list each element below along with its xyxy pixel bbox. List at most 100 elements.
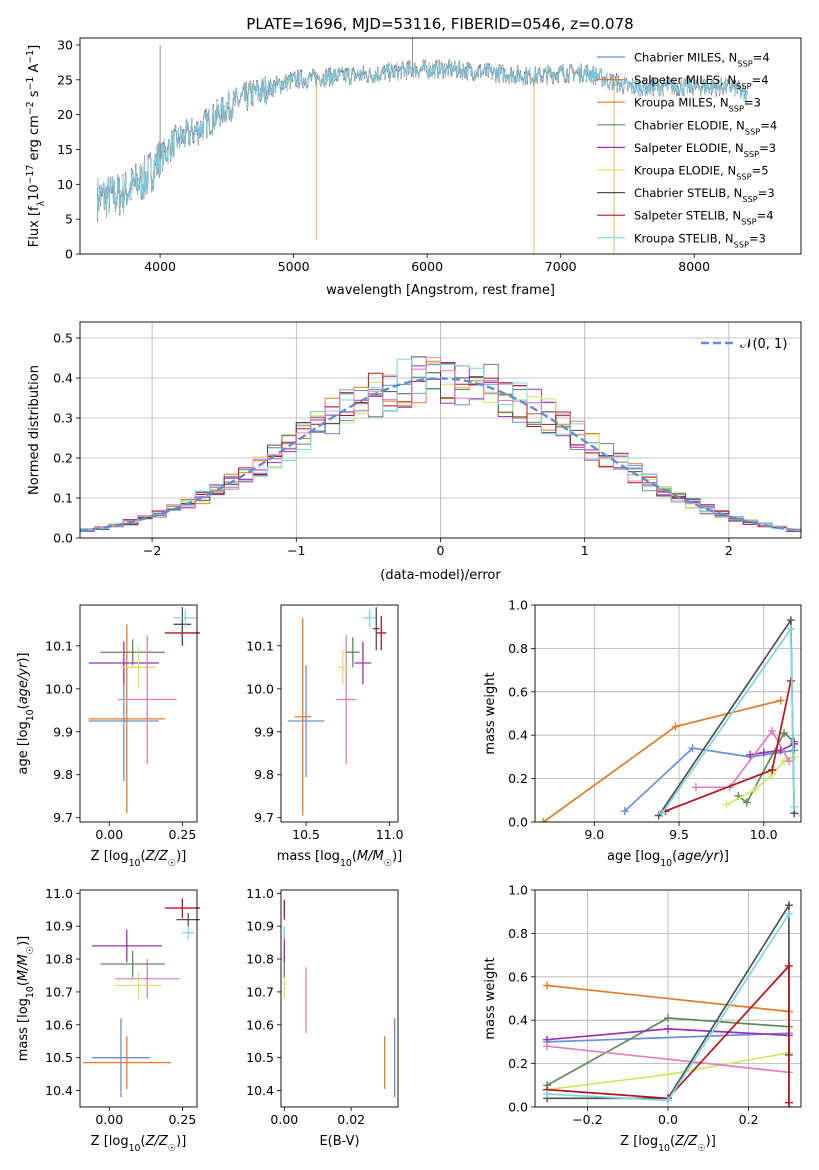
histograms xyxy=(79,356,802,533)
point-marker xyxy=(768,765,777,774)
point-marker xyxy=(671,722,680,731)
histogram-step xyxy=(80,356,801,532)
y-tick-label: 30 xyxy=(57,37,73,52)
y-tick-label: 9.7 xyxy=(254,810,274,825)
point-marker xyxy=(664,1014,672,1023)
x-tick-label: 0.0 xyxy=(658,1112,678,1127)
legend-entry: Kroupa STELIB, NSSP=3 xyxy=(634,231,766,249)
y-tick-label: 10.0 xyxy=(246,681,274,696)
point-marker xyxy=(785,757,794,766)
series-line xyxy=(547,1032,789,1043)
y-tick-label: 0.0 xyxy=(508,815,528,830)
point-marker xyxy=(780,729,789,738)
y-axis-label: Flux [fλ10−17 erg cm−2 s−1 A−1] xyxy=(25,45,47,247)
legend-entry: Chabrier STELIB, NSSP=3 xyxy=(634,186,775,204)
series-line xyxy=(661,626,796,814)
histogram-step xyxy=(80,357,801,532)
axes-frame xyxy=(280,889,399,1108)
point-marker xyxy=(786,676,795,685)
y-axis-label: mass weight xyxy=(483,957,498,1039)
error-bars xyxy=(82,898,200,1098)
y-tick-label: 9.9 xyxy=(53,724,73,739)
y-tick-label: 0.5 xyxy=(53,331,73,346)
x-tick-label: −1 xyxy=(287,543,305,558)
point-marker xyxy=(664,1070,672,1079)
x-tick-label: 0.00 xyxy=(270,1112,298,1127)
y-tick-label: 10.7 xyxy=(45,984,73,999)
x-axis-label: Z [log10(Z/Z☉)] xyxy=(91,1134,187,1154)
y-tick-label: 10 xyxy=(57,177,73,192)
point-marker xyxy=(790,802,799,811)
y-tick-label: 10.7 xyxy=(246,984,274,999)
axes-weight-vs-Z: −0.2 0.0 0.2 0.0 0.2 0.4 0.6 0.8 1.0 Z [log10(Z/Z… xyxy=(483,883,802,1154)
y-tick-label: 0.2 xyxy=(53,451,73,466)
axes-frame xyxy=(79,604,198,823)
x-axis-label: mass [log10(M/M☉)] xyxy=(277,849,403,869)
point-marker xyxy=(688,744,697,753)
x-tick-label: 0.2 xyxy=(739,1112,759,1127)
point-marker xyxy=(790,739,799,748)
point-marker xyxy=(751,785,760,794)
y-tick-label: 0.6 xyxy=(508,684,528,699)
x-tick-label: 0.00 xyxy=(95,1112,123,1127)
y-tick-label: 1.0 xyxy=(508,598,528,613)
point-marker xyxy=(768,726,777,735)
x-axis-label: E(B-V) xyxy=(319,1134,359,1149)
point-marker xyxy=(784,961,793,970)
y-tick-label: 0.8 xyxy=(508,641,528,656)
x-tick-label: 7000 xyxy=(545,259,577,274)
x-tick-label: −2 xyxy=(143,543,161,558)
point-marker xyxy=(664,1096,672,1105)
y-axis-label: mass weight xyxy=(483,672,498,754)
y-tick-label: 9.7 xyxy=(53,810,73,825)
y-tick-label: 10.5 xyxy=(246,1050,274,1065)
x-tick-label: 4000 xyxy=(144,259,176,274)
y-tick-label: 10.4 xyxy=(246,1083,274,1098)
axes-frame xyxy=(280,604,399,823)
axes-frame xyxy=(534,889,802,1108)
series-lines xyxy=(539,616,799,822)
series-line xyxy=(696,729,790,789)
y-axis-label: age [log10(age/yr)] xyxy=(16,652,36,774)
point-marker xyxy=(786,624,795,633)
y-tick-label: 0.0 xyxy=(53,531,73,546)
y-tick-label: 9.8 xyxy=(53,767,73,782)
series-line xyxy=(665,680,792,812)
point-marker xyxy=(786,616,795,625)
y-tick-label: 0.8 xyxy=(508,926,528,941)
y-tick-label: 0.2 xyxy=(508,1056,528,1071)
x-tick-label: 0.25 xyxy=(168,1112,196,1127)
y-tick-label: 10.9 xyxy=(246,919,274,934)
y-tick-label: 10.1 xyxy=(246,638,274,653)
x-tick-label: 2 xyxy=(725,543,733,558)
axes-frame xyxy=(79,37,802,255)
y-tick-label: 0.4 xyxy=(53,371,73,386)
figure-title: PLATE=1696, MJD=53116, FIBERID=0546, z=0… xyxy=(246,15,633,33)
error-bars xyxy=(283,899,396,1098)
x-tick-label: −0.2 xyxy=(572,1112,602,1127)
y-tick-label: 1.0 xyxy=(508,883,528,898)
axes-age-vs-mass: 10.5 11.0 9.7 9.8 9.9 10.0 10.1 mass [log10(M/M… xyxy=(246,604,404,869)
legend-entry: Chabrier MILES, NSSP=4 xyxy=(634,51,770,69)
y-tick-label: 10.1 xyxy=(45,638,73,653)
y-tick-label: 15 xyxy=(57,142,73,157)
error-bars xyxy=(88,607,200,814)
y-tick-label: 0.2 xyxy=(508,771,528,786)
x-axis-label: age [log10(age/yr)] xyxy=(607,849,729,869)
axes-age-vs-Z: 0.00 0.25 9.7 9.8 9.9 10.0 10.1 Z [log10(Z/Z☉)]… xyxy=(16,604,200,869)
y-tick-label: 11.0 xyxy=(45,886,73,901)
y-tick-label: 0.4 xyxy=(508,1013,528,1028)
axes-mass-vs-EBV: 0.00 0.02 10.4 10.5 10.6 10.7 10.8 10.9 11.0 E(B-… xyxy=(246,886,399,1149)
x-tick-label: 5000 xyxy=(278,259,310,274)
y-tick-label: 0.4 xyxy=(508,728,528,743)
legend-entry: Salpeter MILES, NSSP=4 xyxy=(634,73,769,91)
point-marker xyxy=(790,752,799,761)
x-tick-label: 8000 xyxy=(678,259,710,274)
error-bars xyxy=(287,607,387,816)
x-tick-label: 9.0 xyxy=(584,827,604,842)
series-line xyxy=(547,1045,789,1074)
series-line xyxy=(750,743,795,756)
point-marker xyxy=(543,1089,552,1098)
axes-frame xyxy=(79,889,198,1108)
series-line xyxy=(737,731,795,804)
